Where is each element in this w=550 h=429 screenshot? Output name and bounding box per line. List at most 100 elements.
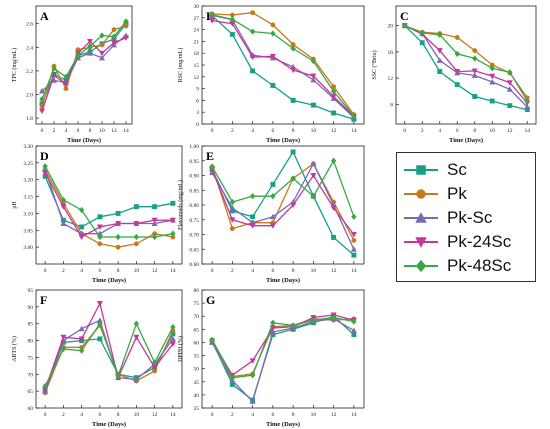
y-tick-label: 12 (388, 76, 394, 82)
data-point-pk-sc (489, 78, 496, 85)
x-tick-label: 12 (111, 128, 117, 134)
y-tick-label: 30 (194, 4, 200, 10)
y-tick-label: 8 (390, 102, 393, 108)
y-tick-label: 3.30 (23, 144, 33, 150)
y-tick-label: 3.15 (23, 195, 33, 201)
y-tick-label: 9 (196, 87, 199, 93)
panel-label: E (206, 149, 214, 163)
series-line-sc (211, 150, 355, 256)
x-tick-label: 10 (99, 128, 105, 134)
y-tick-label: 65 (194, 327, 200, 333)
data-point-pk-24sc (78, 234, 85, 241)
data-point-pk-48sc (170, 323, 176, 331)
legend-label: Sc (447, 160, 467, 179)
y-tick-label: 60 (194, 340, 200, 346)
data-point-pk-48sc (330, 157, 337, 164)
y-tick-label: 35 (194, 406, 200, 412)
series-line-pk-sc (211, 162, 355, 250)
data-point-pk-48sc (489, 65, 495, 72)
x-tick-label: 14 (351, 412, 357, 418)
data-point-pk-sc (60, 220, 67, 226)
x-tick-label: 0 (44, 268, 47, 274)
legend-marker (416, 189, 426, 199)
data-point-sc (133, 204, 139, 210)
y-tick-label: 3.00 (23, 245, 33, 251)
series-line-pk (211, 162, 355, 241)
data-point-pk-24sc (310, 173, 317, 179)
data-point-pk-48sc (330, 88, 337, 95)
data-point-pk-48sc (290, 175, 296, 182)
y-tick-label: 95 (28, 288, 34, 294)
data-point-sc (310, 102, 316, 108)
data-point-pk-48sc (51, 65, 57, 72)
plot-frame (35, 145, 183, 265)
x-tick-label: 6 (272, 128, 275, 134)
data-point-pk-sc (78, 325, 85, 332)
series-line-pk (212, 12, 355, 115)
x-tick-label: 2 (231, 412, 234, 418)
data-point-pk-48sc (78, 347, 85, 354)
data-point-pk-sc (310, 76, 317, 83)
x-tick-label: 8 (89, 128, 92, 134)
data-point-sc (250, 214, 256, 220)
legend-item-pk-48sc: Pk-48Sc (403, 255, 531, 277)
data-point-pk-48sc (290, 322, 296, 329)
plot-frame (201, 289, 365, 409)
y-tick-label: 20 (388, 24, 394, 30)
y-tick-label: 90 (28, 305, 34, 311)
x-tick-label: 12 (331, 128, 337, 134)
y-axis-label: SSC (°Brix) (371, 50, 378, 79)
data-point-pk-24sc (169, 217, 176, 224)
data-point-pk-24sc (133, 221, 140, 227)
data-point-sc (152, 204, 158, 210)
legend-label: Pk-24Sc (447, 232, 512, 251)
x-tick-label: 14 (525, 128, 531, 134)
data-point-sc (331, 110, 337, 116)
data-point-pk-48sc (290, 45, 296, 52)
y-tick-label: 0.75 (189, 218, 199, 224)
data-point-pk-48sc (170, 230, 176, 237)
series-line-pk-24sc (44, 301, 174, 390)
data-point-pk-sc (524, 103, 531, 110)
x-tick-label: 8 (292, 268, 295, 274)
y-tick-label: 0.90 (189, 174, 199, 180)
x-tick-label: 6 (272, 268, 275, 274)
data-point-pk-48sc (151, 233, 158, 241)
y-tick-label: 6 (196, 98, 199, 104)
y-tick-label: 15 (194, 63, 200, 69)
chart-panel-c: C 8 12 16 20 0 2 4 6 8 10 12 14 Time (Days) SSC (°Brix… (371, 5, 537, 144)
data-point-pk-48sc (209, 336, 215, 344)
data-point-sc (79, 224, 85, 230)
series-line-pk-24sc (211, 314, 355, 377)
y-tick-label: 60 (28, 406, 34, 412)
chart-panel-d: D 3.00 3.05 3.10 3.15 3.20 3.25 3.30 0 2 4 6 8 10 12 14… (12, 144, 183, 284)
y-tick-label: 18 (194, 51, 200, 57)
data-point-pk-24sc (169, 341, 176, 348)
x-tick-label: 12 (331, 268, 337, 274)
x-axis-label: Time (Days) (67, 137, 101, 144)
series-line-sc (44, 333, 174, 392)
data-point-pk-24sc (506, 80, 513, 86)
y-tick-label: 50 (194, 367, 200, 373)
data-point-sc (331, 235, 337, 240)
data-point-pk-48sc (87, 42, 93, 50)
data-point-pk-48sc (524, 97, 530, 105)
series-line-pk-24sc (211, 169, 355, 235)
series-line-pk-48sc (404, 25, 528, 102)
series-line-pk-48sc (211, 316, 355, 379)
data-point-pk-24sc (249, 223, 256, 229)
data-point-pk-24sc (50, 73, 58, 79)
data-point-pk-48sc (60, 345, 67, 353)
chart-panel-f: F 60 65 70 75 80 85 90 95 0 2 4 6 8 10 12 14 Time (Days) A… (11, 288, 183, 428)
y-tick-label: 3.05 (23, 228, 33, 234)
chart-panel-b: B03691215182124273002468101214Time (Days… (177, 4, 365, 144)
data-point-pk-48sc (133, 233, 140, 241)
legend-label: Pk-Sc (447, 208, 493, 227)
y-tick-label: 0.95 (189, 159, 199, 165)
x-tick-label: 8 (292, 128, 295, 134)
x-tick-label: 2 (231, 128, 234, 134)
data-point-pk-24sc (78, 336, 85, 343)
y-tick-label: 70 (28, 372, 34, 378)
x-tick-label: 2 (62, 268, 65, 274)
y-axis-label: TPC (mg/mL) (11, 48, 18, 82)
